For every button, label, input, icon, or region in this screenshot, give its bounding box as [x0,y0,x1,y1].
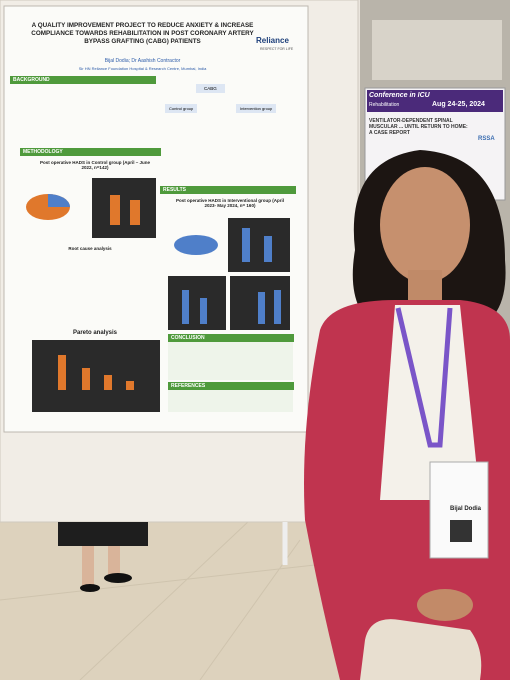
leg [82,546,94,586]
chart-shape [264,236,272,262]
chart-title: Root cause analysis [68,246,112,251]
flow-box: CABG [196,84,225,93]
chart-panel [92,178,156,238]
chart-title: Post operative HADS in Control group (Ap… [40,160,151,170]
badge-name: Bijal Dodia [450,506,482,512]
chart-shape [258,292,265,324]
neighbor-title: VENTILATOR-DEPENDENT SPINAL MUSCULAR ...… [369,118,468,136]
leg [108,546,120,576]
section-heading: METHODOLOGY [20,148,161,156]
conclusion-box [168,340,293,380]
chart-shape [200,298,207,324]
chart-shape [242,228,250,262]
chart-shape [58,355,66,390]
chart-shape [104,375,112,390]
neighbor-dates: Aug 24-25, 2024 [432,101,485,108]
flow-box: Control group [165,104,198,113]
neighbor-banner-text: Conference in ICU [369,92,430,99]
logo-name: Reliance [256,36,289,45]
section-heading: RESULTS [160,186,296,194]
chart-shape [82,368,90,390]
handbag [360,619,482,680]
chart-shape [130,200,140,225]
section-heading: CONCLUSION [168,334,294,342]
badge-qr [450,520,472,542]
chart-shape [274,290,281,324]
chart-title: Post operative HADS in Interventional gr… [175,198,284,208]
chart-shape [110,195,120,225]
neighbor-logo: RSSA [478,136,495,142]
flow-box: Intervention group [236,104,277,113]
shirt [380,305,480,500]
chart-shape [182,290,189,324]
shoe [80,584,100,592]
chart-shape [126,381,134,390]
logo-tagline: RESPECT FOR LIFE [260,47,294,51]
hands [417,589,473,621]
neighbor-banner [367,90,503,112]
chart-shape [174,235,218,255]
window-light [372,20,502,80]
neighbor-subbanner: Rehabilitation [369,102,400,108]
chart-title: Pareto analysis [72,330,118,336]
section-heading: BACKGROUND [10,76,156,84]
skirt [58,522,148,546]
poster-authors: Bijal Dodia; Dr Aashish Contractor [104,58,181,64]
chart-shape [48,194,70,207]
chart-panel [168,276,226,330]
poster-affiliation: Sir HN Reliance Foundation Hospital & Re… [78,66,207,71]
chart-panel [32,340,160,412]
poster-title: A QUALITY IMPROVEMENT PROJECT TO REDUCE … [31,22,254,45]
section-heading: REFERENCES [168,382,294,390]
floor [0,520,360,680]
chart-panel [228,218,290,272]
lanyard [395,307,453,448]
face [380,167,470,283]
references-box [168,390,293,412]
shoe [104,573,132,583]
